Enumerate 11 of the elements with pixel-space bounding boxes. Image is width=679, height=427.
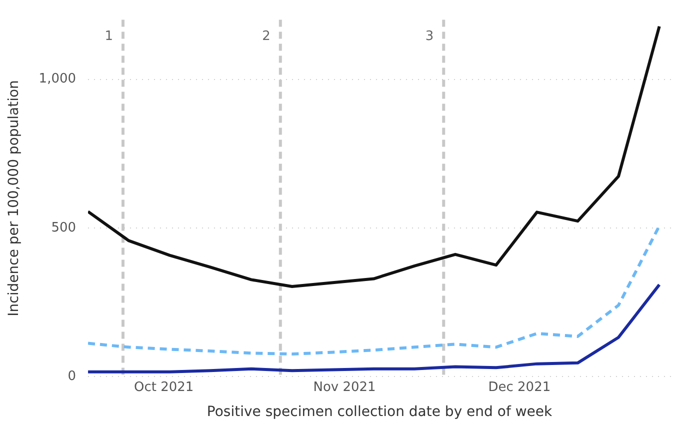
ref-line-label: 1 [104, 29, 113, 44]
x-tick-label: Oct 2021 [134, 380, 194, 395]
y-axis-title: Incidence per 100,000 population [6, 80, 22, 316]
x-tick-label: Dec 2021 [488, 380, 551, 395]
y-tick-label: 500 [51, 220, 76, 236]
y-tick-label: 1,000 [38, 72, 76, 87]
ref-line-label: 2 [262, 29, 270, 44]
y-tick-label: 0 [68, 368, 76, 384]
x-tick-label: Nov 2021 [313, 380, 376, 395]
ref-line-label: 3 [425, 29, 434, 44]
x-axis-title: Positive specimen collection date by end of week [206, 404, 553, 420]
